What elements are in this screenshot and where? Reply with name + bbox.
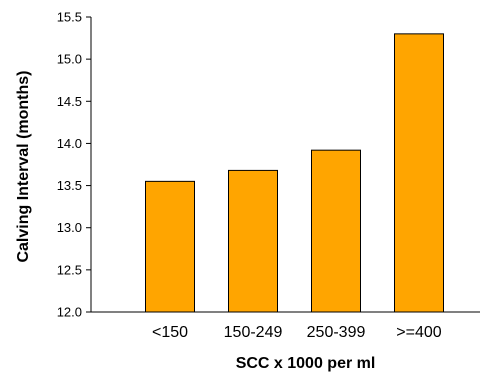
y-tick-label: 14.0 [57, 136, 82, 151]
y-axis-ticks: 12.0 12.5 13.0 13.5 14.0 14.5 15.0 15.5 [57, 10, 91, 320]
y-axis-title: Calving Interval (months) [15, 70, 32, 262]
x-axis-category-labels: <150 150-249 250-399 >=400 [152, 324, 442, 341]
bar-1 [228, 169, 278, 313]
y-tick-label: 12.0 [57, 305, 82, 320]
y-tick-label: 12.5 [57, 262, 82, 277]
x-axis-title: SCC x 1000 per ml [236, 355, 376, 372]
bars [145, 33, 444, 313]
y-tick-label: 15.0 [57, 52, 82, 67]
y-tick-label: 13.0 [57, 220, 82, 235]
y-tick-label: 15.5 [57, 10, 82, 25]
y-tick-label: 14.5 [57, 94, 82, 109]
y-tick-label: 13.5 [57, 178, 82, 193]
x-category-label: 250-399 [307, 324, 366, 341]
bar-2 [311, 149, 361, 313]
bar-3 [394, 33, 444, 313]
x-category-label: >=400 [396, 324, 441, 341]
bar-0 [145, 180, 195, 313]
x-category-label: 150-249 [224, 324, 283, 341]
x-category-label: <150 [152, 324, 188, 341]
